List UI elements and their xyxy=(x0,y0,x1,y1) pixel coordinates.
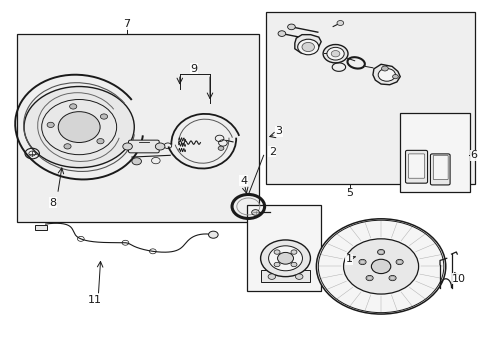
Circle shape xyxy=(358,259,366,265)
Circle shape xyxy=(69,104,77,109)
Text: 4: 4 xyxy=(240,176,246,186)
Circle shape xyxy=(260,240,310,276)
Circle shape xyxy=(295,274,303,279)
Circle shape xyxy=(392,75,398,79)
Circle shape xyxy=(97,139,104,144)
Circle shape xyxy=(330,50,339,57)
FancyBboxPatch shape xyxy=(405,150,427,183)
Circle shape xyxy=(396,260,402,264)
Circle shape xyxy=(64,144,71,149)
Circle shape xyxy=(377,68,395,81)
Circle shape xyxy=(366,276,371,280)
Bar xyxy=(399,113,469,192)
Circle shape xyxy=(316,219,445,314)
Circle shape xyxy=(268,246,302,271)
Circle shape xyxy=(326,48,344,60)
Circle shape xyxy=(290,262,296,267)
Bar xyxy=(17,33,258,222)
Circle shape xyxy=(287,24,295,30)
Polygon shape xyxy=(372,64,399,85)
Circle shape xyxy=(122,143,132,150)
FancyBboxPatch shape xyxy=(407,154,424,178)
FancyBboxPatch shape xyxy=(429,154,449,185)
Circle shape xyxy=(290,250,296,254)
Circle shape xyxy=(41,99,117,155)
Circle shape xyxy=(377,249,384,255)
Circle shape xyxy=(395,259,403,265)
Circle shape xyxy=(302,42,314,51)
Text: 1: 1 xyxy=(345,255,352,264)
Circle shape xyxy=(359,260,365,264)
Circle shape xyxy=(208,231,218,238)
Polygon shape xyxy=(294,35,321,53)
Circle shape xyxy=(388,275,395,281)
Circle shape xyxy=(277,252,293,264)
FancyBboxPatch shape xyxy=(432,155,447,180)
Circle shape xyxy=(24,86,134,168)
Circle shape xyxy=(336,21,343,26)
Bar xyxy=(35,225,46,230)
Text: 7: 7 xyxy=(123,19,130,29)
FancyBboxPatch shape xyxy=(128,140,159,153)
Text: 9: 9 xyxy=(190,64,197,74)
Circle shape xyxy=(343,239,418,294)
Circle shape xyxy=(132,158,141,165)
Circle shape xyxy=(389,276,394,280)
Text: 10: 10 xyxy=(451,274,465,284)
Circle shape xyxy=(297,39,318,55)
Circle shape xyxy=(267,274,275,279)
Circle shape xyxy=(155,143,164,150)
Text: 2: 2 xyxy=(268,147,275,157)
Circle shape xyxy=(218,146,224,150)
Circle shape xyxy=(58,112,100,143)
Circle shape xyxy=(47,122,54,127)
Circle shape xyxy=(273,250,280,254)
Text: 6: 6 xyxy=(469,150,476,160)
Bar xyxy=(260,270,310,282)
Circle shape xyxy=(370,259,390,274)
Circle shape xyxy=(366,275,372,281)
Circle shape xyxy=(278,31,285,36)
Circle shape xyxy=(378,250,383,254)
Circle shape xyxy=(381,66,387,71)
Circle shape xyxy=(100,114,107,119)
Bar xyxy=(246,205,321,291)
Text: 3: 3 xyxy=(275,126,282,136)
Text: 11: 11 xyxy=(88,295,102,305)
Text: 8: 8 xyxy=(49,198,56,208)
Circle shape xyxy=(251,210,259,215)
Circle shape xyxy=(323,45,347,63)
Text: 5: 5 xyxy=(346,188,353,198)
Bar xyxy=(265,13,473,184)
Circle shape xyxy=(273,262,280,267)
